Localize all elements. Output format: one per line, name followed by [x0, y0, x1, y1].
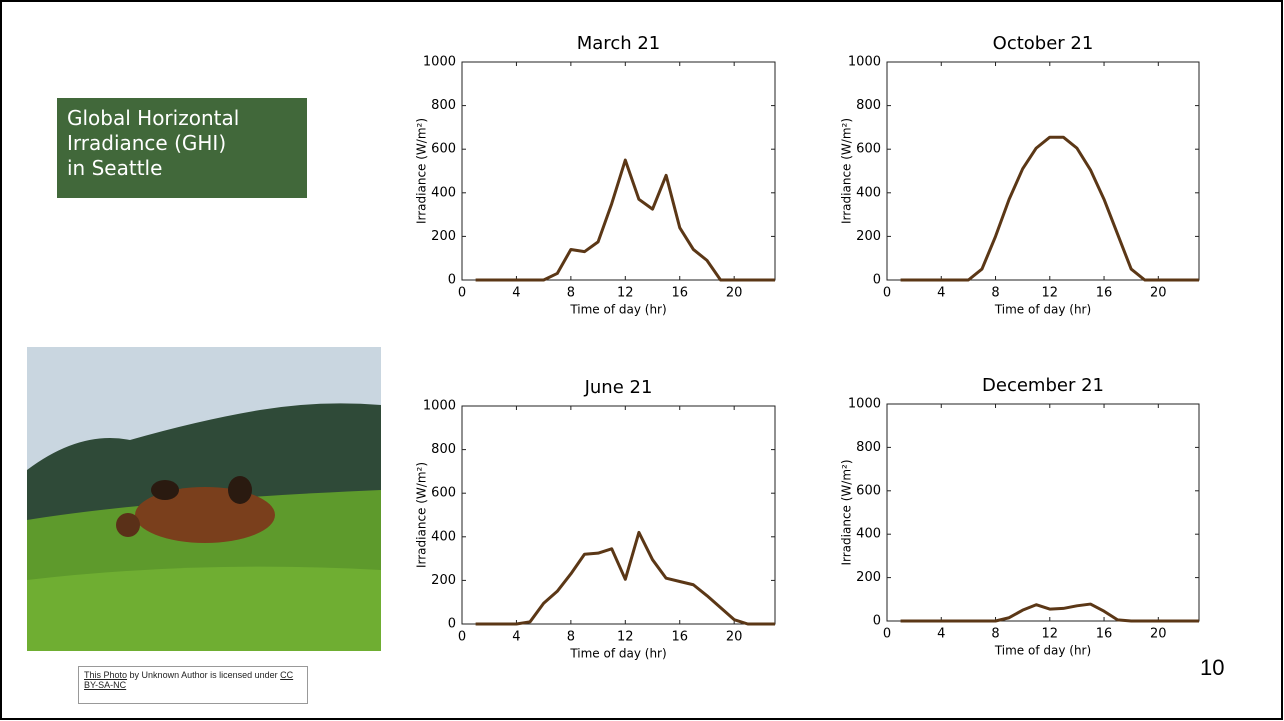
- x-tick-label: 20: [1150, 286, 1167, 301]
- chart-title: October 21: [993, 33, 1094, 54]
- caption-text: by Unknown Author is licensed under: [130, 670, 278, 680]
- x-tick-label: 4: [512, 630, 520, 645]
- y-axis-label: Irradiance (W/m²): [840, 459, 854, 565]
- y-tick-label: 0: [873, 273, 881, 288]
- x-tick-label: 20: [726, 286, 743, 301]
- y-tick-label: 200: [856, 229, 881, 244]
- heading-line: in Seattle: [67, 156, 297, 181]
- x-tick-label: 8: [567, 286, 575, 301]
- x-tick-label: 0: [883, 286, 891, 301]
- chart-title: June 21: [584, 377, 653, 398]
- y-tick-label: 200: [431, 229, 456, 244]
- y-tick-label: 1000: [848, 397, 881, 412]
- y-tick-label: 0: [873, 614, 881, 629]
- x-tick-label: 8: [991, 286, 999, 301]
- y-axis-label: Irradiance (W/m²): [415, 118, 429, 224]
- plot-area: [462, 62, 775, 280]
- x-axis-label: Time of day (hr): [569, 647, 666, 661]
- x-tick-label: 4: [937, 286, 945, 301]
- y-axis-label: Irradiance (W/m²): [415, 462, 429, 568]
- plot-area: [887, 62, 1199, 280]
- y-tick-label: 800: [431, 442, 456, 457]
- x-tick-label: 16: [671, 286, 688, 301]
- x-axis-label: Time of day (hr): [994, 303, 1091, 317]
- slide: 02004006008001000048121620March 21Time o…: [0, 0, 1284, 721]
- x-axis-label: Time of day (hr): [569, 303, 666, 317]
- x-tick-label: 16: [1096, 286, 1113, 301]
- chart-title: December 21: [982, 375, 1104, 396]
- x-tick-label: 12: [617, 630, 634, 645]
- y-tick-label: 0: [448, 273, 456, 288]
- plot-area: [462, 406, 775, 624]
- x-tick-label: 20: [1150, 627, 1167, 642]
- x-tick-label: 12: [1042, 627, 1059, 642]
- heading-box: Global Horizontal Irradiance (GHI) in Se…: [57, 98, 307, 198]
- x-tick-label: 12: [617, 286, 634, 301]
- x-tick-label: 4: [937, 627, 945, 642]
- y-tick-label: 600: [856, 142, 881, 157]
- x-tick-label: 12: [1042, 286, 1059, 301]
- y-tick-label: 600: [431, 142, 456, 157]
- photo: [27, 347, 381, 651]
- y-tick-label: 200: [856, 570, 881, 585]
- x-tick-label: 16: [671, 630, 688, 645]
- chart: 0 200 400 600 800 1000 0 4 8 12 16 20 June 21 Time of…: [415, 377, 776, 661]
- plot-area: [887, 404, 1199, 621]
- y-tick-label: 200: [431, 573, 456, 588]
- y-tick-label: 1000: [423, 55, 456, 70]
- x-tick-label: 0: [458, 286, 466, 301]
- x-tick-label: 20: [726, 630, 743, 645]
- y-tick-label: 600: [431, 486, 456, 501]
- chart: 0 200 400 600 800 1000 0 4 8 12 16 20 December 21 Tim…: [840, 375, 1200, 658]
- y-tick-label: 800: [856, 440, 881, 455]
- chart-title: March 21: [577, 33, 661, 54]
- chart: 0 200 400 600 800 1000 0 4 8 12 16 20 March 21 Time o…: [415, 33, 776, 317]
- caption-link[interactable]: This Photo: [84, 670, 127, 680]
- y-tick-label: 400: [856, 185, 881, 200]
- y-tick-label: 0: [448, 617, 456, 632]
- y-tick-label: 400: [431, 529, 456, 544]
- y-tick-label: 800: [856, 98, 881, 113]
- x-tick-label: 16: [1096, 627, 1113, 642]
- heading-line: Global Horizontal: [67, 106, 297, 131]
- y-tick-label: 1000: [423, 399, 456, 414]
- x-tick-label: 0: [883, 627, 891, 642]
- x-tick-label: 0: [458, 630, 466, 645]
- heading-line: Irradiance (GHI): [67, 131, 297, 156]
- photo-caption: This Photo by Unknown Author is licensed…: [78, 666, 308, 704]
- chart: 0 200 400 600 800 1000 0 4 8 12 16 20 October 21 Time…: [840, 33, 1200, 317]
- y-tick-label: 800: [431, 98, 456, 113]
- y-axis-label: Irradiance (W/m²): [840, 118, 854, 224]
- y-tick-label: 400: [856, 527, 881, 542]
- y-tick-label: 400: [431, 185, 456, 200]
- x-tick-label: 8: [991, 627, 999, 642]
- x-tick-label: 8: [567, 630, 575, 645]
- y-tick-label: 1000: [848, 55, 881, 70]
- x-tick-label: 4: [512, 286, 520, 301]
- x-axis-label: Time of day (hr): [994, 644, 1091, 658]
- page-number: 10: [1200, 655, 1224, 681]
- y-tick-label: 600: [856, 483, 881, 498]
